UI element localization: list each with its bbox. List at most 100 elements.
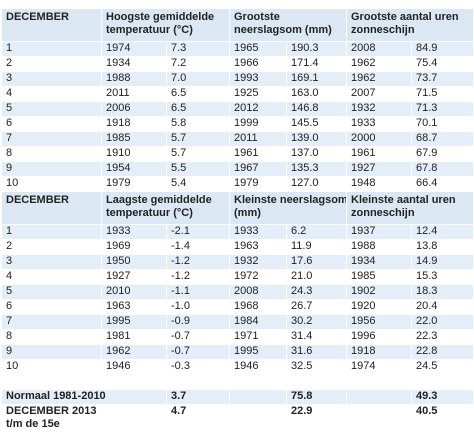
header-cell: Laagste gemiddelde temperatuur (°C) (101, 191, 230, 225)
cell: 1946 (229, 359, 287, 375)
empty-cell (229, 404, 287, 432)
cell: 10 (1, 176, 102, 192)
cell: 66.4 (411, 176, 474, 192)
table-body: DECEMBER Hoogste gemiddelde temperatuur (… (1, 8, 474, 432)
cell: 1988 (346, 239, 412, 255)
cell: 2007 (346, 86, 412, 102)
cell: 9 (1, 344, 102, 360)
cell: 71.3 (411, 101, 474, 117)
cell: -1.2 (166, 254, 230, 270)
cell: 21.0 (286, 269, 347, 285)
cell: 2011 (101, 86, 167, 102)
data-row: 2 1969 -1.4 1963 11.9 1988 13.8 (1, 239, 474, 255)
cell: 22.8 (411, 344, 474, 360)
cell: 6 (1, 299, 102, 315)
cell: 1927 (101, 269, 167, 285)
cell: 75.4 (411, 56, 474, 72)
header-cell: DECEMBER (1, 191, 102, 225)
cell: 1969 (101, 239, 167, 255)
cell: 1956 (346, 314, 412, 330)
cell: 73.7 (411, 71, 474, 87)
cell: 6 (1, 116, 102, 132)
cell: 1984 (229, 314, 287, 330)
cell: 14.9 (411, 254, 474, 270)
cell: 9 (1, 161, 102, 177)
cell: 30.2 (286, 314, 347, 330)
cell: 13.8 (411, 239, 474, 255)
cell: 1918 (101, 116, 167, 132)
cell: 1927 (346, 161, 412, 177)
header-cell: Grootste aantal uren zonneschijn (346, 8, 474, 42)
footer-value: 3.7 (166, 389, 230, 405)
cell: 1954 (101, 161, 167, 177)
cell: 7.0 (166, 71, 230, 87)
cell: 1974 (346, 359, 412, 375)
header-cell: DECEMBER (1, 8, 102, 42)
data-row: 9 1962 -0.7 1995 31.6 1918 22.8 (1, 344, 474, 360)
cell: 146.8 (286, 101, 347, 117)
cell: 1 (1, 224, 102, 240)
footer-label-text: DECEMBER 2013 (6, 405, 97, 418)
cell: 3 (1, 254, 102, 270)
cell: -1.1 (166, 284, 230, 300)
cell: 5.7 (166, 146, 230, 162)
cell: 2 (1, 239, 102, 255)
footer-sublabel: t/m de 15e (6, 418, 60, 430)
header-text: DECEMBER (6, 11, 69, 23)
page: DECEMBER Hoogste gemiddelde temperatuur (… (1, 8, 474, 432)
header-text: Hoogste gemiddelde temperatuur (°C) (106, 11, 215, 36)
data-row: 1 1933 -2.1 1933 6.2 1937 12.4 (1, 224, 474, 240)
cell: 2012 (229, 101, 287, 117)
data-row: 4 1927 -1.2 1972 21.0 1985 15.3 (1, 269, 474, 285)
data-row: 6 1963 -1.0 1968 26.7 1920 20.4 (1, 299, 474, 315)
data-row: 3 1950 -1.2 1932 17.6 1934 14.9 (1, 254, 474, 270)
cell: 2000 (346, 131, 412, 147)
cell: 163.0 (286, 86, 347, 102)
cell: 1999 (229, 116, 287, 132)
cell: 7.3 (166, 41, 230, 57)
cell: 1950 (101, 254, 167, 270)
cell: 7 (1, 131, 102, 147)
footer-label-text: Normaal 1981-2010 (6, 390, 106, 403)
cell: 5.4 (166, 176, 230, 192)
cell: 17.6 (286, 254, 347, 270)
cell: 1965 (229, 41, 287, 57)
cell: 1967 (229, 161, 287, 177)
header-cell: Grootste neerslagsom (mm) (229, 8, 347, 42)
cell: 1933 (101, 224, 167, 240)
cell: 1972 (229, 269, 287, 285)
cell: 2006 (101, 101, 167, 117)
empty-cell (346, 404, 412, 432)
header-text: Grootste aantal uren zonneschijn (351, 11, 459, 36)
cell: 1948 (346, 176, 412, 192)
cell: 1996 (346, 329, 412, 345)
cell: 24.3 (286, 284, 347, 300)
cell: 1932 (229, 254, 287, 270)
data-row: 3 1988 7.0 1993 169.1 1962 73.7 (1, 71, 474, 87)
cell: 4 (1, 86, 102, 102)
data-row: 5 2010 -1.1 2008 24.3 1902 18.3 (1, 284, 474, 300)
cell: 31.6 (286, 344, 347, 360)
cell: 137.0 (286, 146, 347, 162)
cell: 1946 (101, 359, 167, 375)
cell: 135.3 (286, 161, 347, 177)
data-row: 7 1995 -0.9 1984 30.2 1956 22.0 (1, 314, 474, 330)
data-row: 8 1981 -0.7 1971 31.4 1996 22.3 (1, 329, 474, 345)
cell: 5.5 (166, 161, 230, 177)
cell: 1971 (229, 329, 287, 345)
cell: 1979 (101, 176, 167, 192)
cell: 169.1 (286, 71, 347, 87)
cell: 32.5 (286, 359, 347, 375)
empty-cell (286, 374, 347, 390)
cell: 1963 (101, 299, 167, 315)
cell: 190.3 (286, 41, 347, 57)
cell: 70.1 (411, 116, 474, 132)
cell: 1966 (229, 56, 287, 72)
cell: 1937 (346, 224, 412, 240)
header-text: Laagste gemiddelde temperatuur (°C) (106, 194, 212, 219)
cell: 6.2 (286, 224, 347, 240)
empty-cell (101, 374, 167, 390)
cell: -1.2 (166, 269, 230, 285)
cell: 20.4 (411, 299, 474, 315)
cell: 1933 (346, 116, 412, 132)
